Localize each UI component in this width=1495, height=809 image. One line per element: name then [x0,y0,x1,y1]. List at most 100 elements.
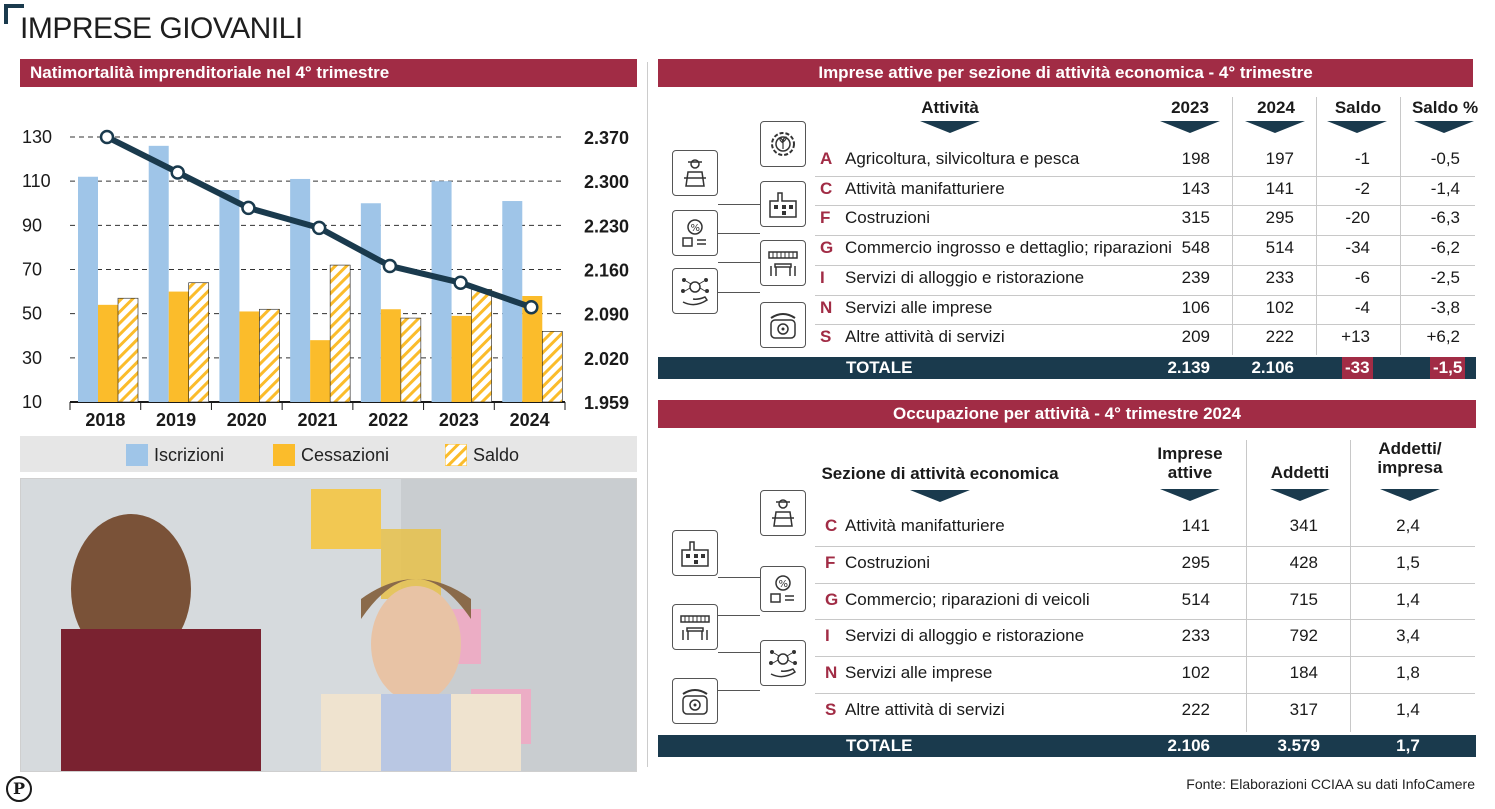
row-divider [815,545,1475,547]
cell-saldo: -34 [1345,238,1370,258]
row-divider [815,324,1475,326]
bar-saldo [400,317,422,403]
bar-cessazioni [239,311,260,402]
source-note: Fonte: Elaborazioni CCIAA su dati InfoCa… [1186,776,1475,792]
chart-legend: Iscrizioni Cessazioni Saldo [20,436,637,472]
bar-cessazioni [522,296,543,402]
cell-imprese: 102 [1181,663,1210,683]
row-activity: Servizi di alloggio e ristorazione [845,267,1085,287]
row-section: Servizi alle imprese [845,663,993,683]
table2-title: Occupazione per attività - 4° trimestre … [658,400,1476,428]
shop-awning-icon [672,604,718,650]
cell-imprese: 141 [1181,516,1210,535]
row-activity: Servizi alle imprese [845,297,993,317]
legend-label-saldo: Saldo [473,444,520,465]
row-section: Servizi di alloggio e ristorazione [845,626,1085,646]
y-left-tick-label: 130 [22,127,52,147]
y-right-tick-label: 1.959 [584,393,629,413]
line-point [311,220,327,236]
line-point [241,200,256,216]
farmer-icon [760,490,806,536]
row-letter: N [820,297,833,317]
x-tick-label: 2019 [156,410,196,430]
header-sezione: Sezione di attività economica [821,464,1059,483]
cell-addetti-impresa: 1,4 [1396,700,1420,719]
legend-item-iscrizioni: Iscrizioni [126,444,224,466]
cell-2024: 295 [1265,208,1294,228]
panel-divider [647,62,648,767]
page-title: IMPRESE GIOVANILI [20,12,303,45]
header-arrow [1270,489,1330,501]
cell-2024: 514 [1265,238,1294,258]
cell-saldo-pct: -1,4 [1430,178,1460,198]
cell-2023: 239 [1181,267,1210,287]
bar-iscrizioni [219,190,240,402]
total-addetti-impresa: 1,7 [1396,736,1420,755]
x-tick-label: 2021 [297,410,337,430]
publisher-logo: P [6,776,32,802]
bar-cessazioni [98,304,118,402]
x-tick-label: 2022 [368,410,408,430]
header-arrow [1380,489,1440,501]
factory-icon [672,530,718,576]
cell-saldo: -2 [1354,178,1370,198]
cell-addetti-impresa: 1,8 [1396,663,1420,683]
header-imprese-2: attive [1167,463,1213,482]
farmer-icon [672,150,718,196]
legend-item-cessazioni: Cessazioni [273,444,389,466]
header-attivita: Attività [921,98,979,117]
cell-imprese: 295 [1181,552,1210,572]
cell-saldo-pct: -6,2 [1430,238,1460,258]
column-divider [1350,440,1351,732]
network-hand-icon [760,640,806,686]
cell-saldo: +13 [1341,327,1370,347]
cell-saldo: -1 [1354,149,1370,168]
row-divider [815,582,1475,584]
factory-icon [760,181,806,227]
row-letter: N [825,663,838,683]
row-activity: Altre attività di servizi [845,327,1005,347]
cell-addetti-impresa: 2,4 [1396,516,1420,535]
cell-2023: 315 [1181,208,1210,228]
row-letter: I [820,267,825,287]
cell-2023: 106 [1181,297,1210,317]
legend-swatch-saldo [445,444,467,466]
bar-iscrizioni [360,203,381,402]
bar-saldo [117,297,139,403]
header-saldo-pct: Saldo % [1411,98,1479,117]
total-2023: 2.139 [1167,358,1210,377]
row-letter: G [825,589,839,609]
percent-box-icon: % [760,566,806,612]
table1-title: Imprese attive per sezione di attività e… [658,59,1473,87]
births-deaths-chart: 130 2.370 110 2.300 90 2.230 70 2.160 50 2.090 30 2… [22,127,629,430]
total-saldo-pct: -1,5 [1430,357,1466,379]
y-right-tick-label: 2.020 [584,349,629,369]
cell-2023: 143 [1181,178,1210,198]
cell-addetti: 715 [1289,589,1318,609]
photo [20,478,637,772]
shop-awning-icon [760,240,806,286]
x-tick-label: 2020 [227,410,267,430]
cell-addetti: 184 [1289,663,1318,683]
chart-title: Natimortalità imprenditoriale nel 4° tri… [20,59,637,87]
cell-imprese: 514 [1181,589,1210,609]
legend-label-cessazioni: Cessazioni [301,444,390,465]
icon-connector [718,233,760,234]
header-2024: 2024 [1257,98,1295,117]
icon-connector [718,615,760,616]
cell-saldo: -20 [1345,208,1370,228]
y-left-tick-label: 110 [22,171,51,191]
row-activity: Commercio ingrosso e dettaglio; riparazi… [845,238,1172,258]
row-section: Attività manifatturiere [845,516,1005,535]
y-right-tick-label: 2.230 [584,216,629,236]
total-label: TOTALE [846,736,913,755]
header-2023: 2023 [1171,98,1209,117]
x-tick-label: 2023 [439,410,479,430]
row-divider [815,693,1475,694]
row-letter: F [820,208,831,228]
row-divider [815,235,1475,237]
cell-saldo-pct: -3,8 [1430,297,1460,317]
cell-2023: 198 [1181,149,1210,168]
row-activity: Costruzioni [845,208,931,228]
header-arrow [1327,121,1387,133]
